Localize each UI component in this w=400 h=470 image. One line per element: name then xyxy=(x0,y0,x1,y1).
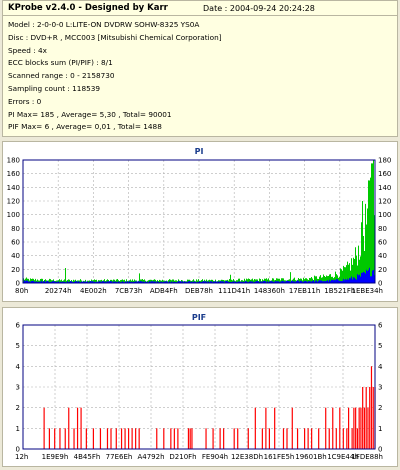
pi-chart-panel: PI 0 0 20 20 40 40 60 60 80 80 100 100 120 120 140 140 16… xyxy=(2,141,398,302)
chart-title-1: PIF xyxy=(192,313,206,322)
info-separator xyxy=(3,15,397,16)
y-tick-left: 0 xyxy=(16,280,20,288)
x-tick-label: 20274h xyxy=(45,287,72,295)
x-tick-label: 12E38Dh xyxy=(231,453,263,461)
series-0 xyxy=(43,366,376,449)
x-tick-label: ADB4Fh xyxy=(150,287,178,295)
y-tick-right: 20 xyxy=(378,266,387,274)
y-tick-right: 2 xyxy=(378,404,382,412)
info-lines: Model : 2-0-0-0 L:LITE-ON DVDRW SOHW-832… xyxy=(8,19,222,134)
y-tick-right: 180 xyxy=(378,157,391,165)
y-tick-right: 4 xyxy=(378,363,383,371)
y-tick-right: 40 xyxy=(378,252,387,260)
y-tick-right: 100 xyxy=(378,211,391,219)
info-panel: KProbe v2.4.0 - Designed by Karr Date : … xyxy=(2,0,398,137)
info-speed: Speed : 4x xyxy=(8,45,47,55)
y-tick-right: 6 xyxy=(378,322,383,330)
x-tick-label: 4B45Fh xyxy=(74,453,101,461)
y-tick-right: 1 xyxy=(378,425,382,433)
info-sampling-count: Sampling count : 118539 xyxy=(8,83,101,93)
x-tick-label: D210Fh xyxy=(169,453,196,461)
y-tick-left: 3 xyxy=(16,384,20,392)
pif-chart: PIF 0 0 1 1 2 2 3 3 4 4 5 5 6 6 12h 1E9E9h 4B45Fh 77E6Eh A4… xyxy=(15,313,383,461)
info-pif-stats: PIF Max= 6 , Average= 0,01 , Total= 1488 xyxy=(8,122,162,132)
x-tick-label: 161FE5h xyxy=(264,453,295,461)
y-tick-left: 80 xyxy=(11,225,20,233)
y-tick-left: 60 xyxy=(11,239,20,247)
y-tick-left: 5 xyxy=(16,342,20,350)
x-tick-label: 77E6Eh xyxy=(106,453,133,461)
scan-date: Date : 2004-09-24 20:24:28 xyxy=(203,4,315,13)
y-tick-left: 160 xyxy=(7,170,20,178)
pif-chart-panel: PIF 0 0 1 1 2 2 3 3 4 4 5 5 6 6 12h 1E9E9h 4B45Fh 77E6Eh A4… xyxy=(2,307,398,467)
x-tick-label: DEB78h xyxy=(185,287,213,295)
y-tick-right: 0 xyxy=(378,446,382,454)
y-tick-right: 140 xyxy=(378,184,391,192)
x-tick-label: 1FDE88h xyxy=(351,453,383,461)
y-tick-right: 160 xyxy=(378,170,391,178)
info-errors: Errors : 0 xyxy=(8,96,42,106)
x-tick-label: 1C9E44h xyxy=(327,453,359,461)
plot-frame-0 xyxy=(22,159,376,284)
y-tick-left: 1 xyxy=(16,425,20,433)
info-model: Model : 2-0-0-0 L:LITE-ON DVDRW SOHW-832… xyxy=(8,20,200,29)
y-tick-left: 140 xyxy=(7,184,20,192)
y-tick-left: 180 xyxy=(7,157,20,165)
x-tick-label: 1B521Fh xyxy=(324,287,355,295)
x-tick-label: 19601Bh xyxy=(295,453,327,461)
x-tick-label: 12h xyxy=(15,453,28,461)
x-tick-label: 4E002h xyxy=(80,287,107,295)
y-tick-right: 60 xyxy=(378,239,387,247)
x-tick-label: 17EB11h xyxy=(289,287,320,295)
x-tick-label: 111D41h xyxy=(218,287,250,295)
x-tick-label: 148360h xyxy=(254,287,285,295)
x-tick-label: 1E9E9h xyxy=(42,453,69,461)
y-tick-right: 3 xyxy=(378,384,382,392)
x-tick-label: A4792h xyxy=(137,453,164,461)
y-tick-right: 0 xyxy=(378,280,382,288)
x-tick-label: 1EBE34h xyxy=(352,287,383,295)
plot-frame-1 xyxy=(22,324,376,450)
y-tick-left: 40 xyxy=(11,252,20,260)
x-tick-label: 80h xyxy=(15,287,28,295)
x-tick-label: 7CB73h xyxy=(115,287,143,295)
y-tick-left: 0 xyxy=(16,446,20,454)
info-pi-stats: PI Max= 185 , Average= 5,30 , Total= 900… xyxy=(8,109,172,119)
y-tick-left: 20 xyxy=(11,266,20,274)
y-tick-right: 80 xyxy=(378,225,387,233)
y-tick-left: 120 xyxy=(7,198,20,206)
y-tick-left: 2 xyxy=(16,404,20,412)
x-tick-label: FE904h xyxy=(202,453,228,461)
info-ecc-blocks: ECC blocks sum (PI/PIF) : 8/1 xyxy=(8,58,113,68)
y-tick-left: 6 xyxy=(16,322,21,330)
pi-chart: PI 0 0 20 20 40 40 60 60 80 80 100 100 120 120 140 140 16… xyxy=(7,147,392,295)
y-tick-right: 5 xyxy=(378,342,382,350)
app-title: KProbe v2.4.0 - Designed by Karr xyxy=(8,3,168,13)
y-tick-right: 120 xyxy=(378,198,391,206)
y-tick-left: 4 xyxy=(16,363,21,371)
y-tick-left: 100 xyxy=(7,211,20,219)
info-scanned-range: Scanned range : 0 - 2158730 xyxy=(8,71,115,81)
info-disc: Disc : DVD+R , MCC003 [Mitsubishi Chemic… xyxy=(8,32,222,42)
chart-title-0: PI xyxy=(195,147,204,156)
